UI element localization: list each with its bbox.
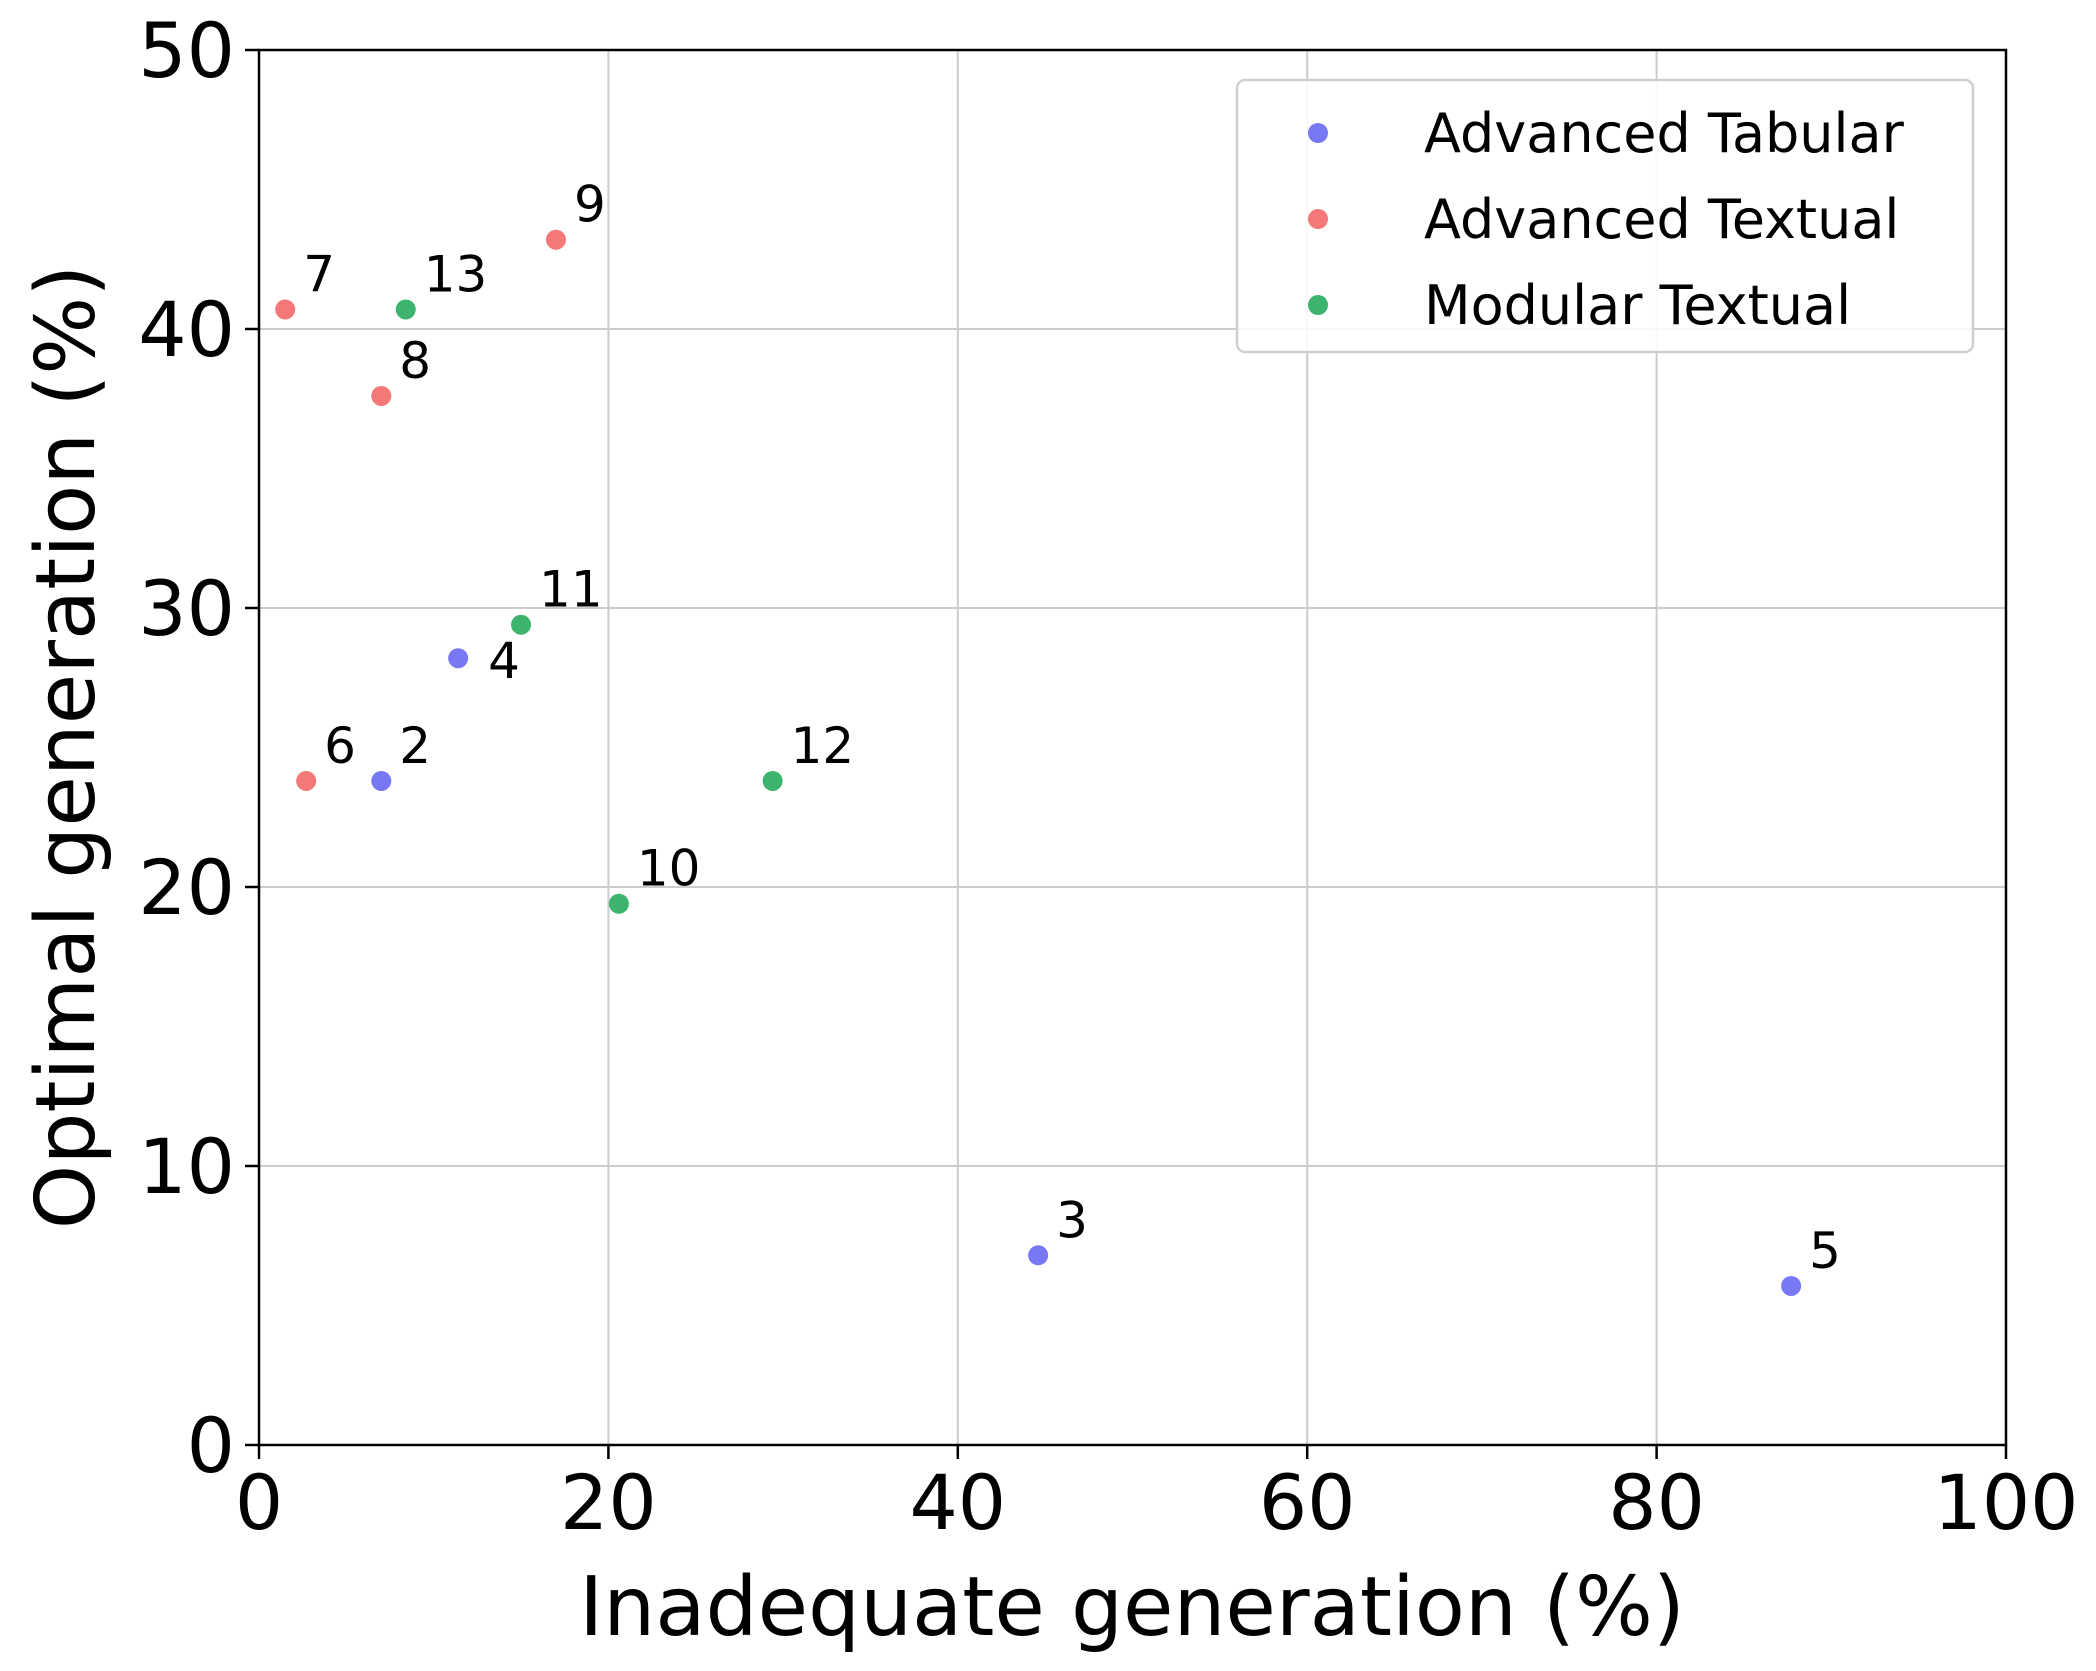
legend-label: Advanced Textual <box>1424 188 1899 251</box>
data-points: 2 3 4 5 6 7 8 9 10 11 12 13 <box>275 176 1841 1296</box>
point-label: 12 <box>791 717 855 775</box>
x-tick-label: 100 <box>1933 1458 2078 1547</box>
data-point <box>1781 1275 1802 1296</box>
point-label: 9 <box>574 176 606 234</box>
legend-marker <box>1308 295 1328 315</box>
y-tick-label: 50 <box>138 6 235 95</box>
legend-marker <box>1308 123 1328 143</box>
x-tick-label: 0 <box>235 1458 283 1547</box>
point-label: 4 <box>488 632 520 690</box>
legend-box <box>1235 78 1975 354</box>
point-label: 2 <box>399 717 431 775</box>
legend-label: Advanced Tabular <box>1424 102 1905 165</box>
data-point <box>608 893 629 914</box>
y-tick-label: 30 <box>138 564 235 653</box>
legend-marker <box>1308 209 1328 229</box>
y-tick-label: 20 <box>138 843 235 932</box>
data-point <box>371 385 392 406</box>
x-tick-label: 60 <box>1259 1458 1356 1547</box>
point-label: 10 <box>637 840 701 898</box>
point-label: 6 <box>324 717 356 775</box>
point-label: 13 <box>424 245 488 303</box>
data-point <box>545 229 566 250</box>
point-label: 7 <box>303 245 335 303</box>
data-point <box>762 770 783 791</box>
y-tick-label: 40 <box>138 285 235 374</box>
point-label: 11 <box>539 561 603 619</box>
point-label: 8 <box>399 332 431 390</box>
y-axis-title: Optimal generation (%) <box>19 265 114 1229</box>
legend-label: Modular Textual <box>1424 274 1851 337</box>
x-tick-label: 40 <box>909 1458 1006 1547</box>
data-point <box>448 648 469 669</box>
data-point <box>511 614 532 635</box>
x-tick-label: 80 <box>1608 1458 1705 1547</box>
point-label: 3 <box>1056 1191 1088 1249</box>
data-point <box>296 770 317 791</box>
legend: Advanced Tabular Advanced Textual Modular … <box>1235 78 1975 354</box>
point-label: 5 <box>1809 1222 1841 1280</box>
plot-frame <box>257 48 2008 1447</box>
data-point <box>275 299 296 320</box>
x-axis-title: Inadequate generation (%) <box>579 1560 1685 1655</box>
axis-ticks: 0 20 40 60 80 100 0 10 20 30 40 50 <box>138 6 2078 1547</box>
data-point <box>1028 1245 1049 1266</box>
data-point <box>395 299 416 320</box>
y-tick-label: 10 <box>138 1122 235 1211</box>
y-tick-label: 0 <box>187 1401 235 1490</box>
x-tick-label: 20 <box>560 1458 657 1547</box>
data-point <box>371 770 392 791</box>
